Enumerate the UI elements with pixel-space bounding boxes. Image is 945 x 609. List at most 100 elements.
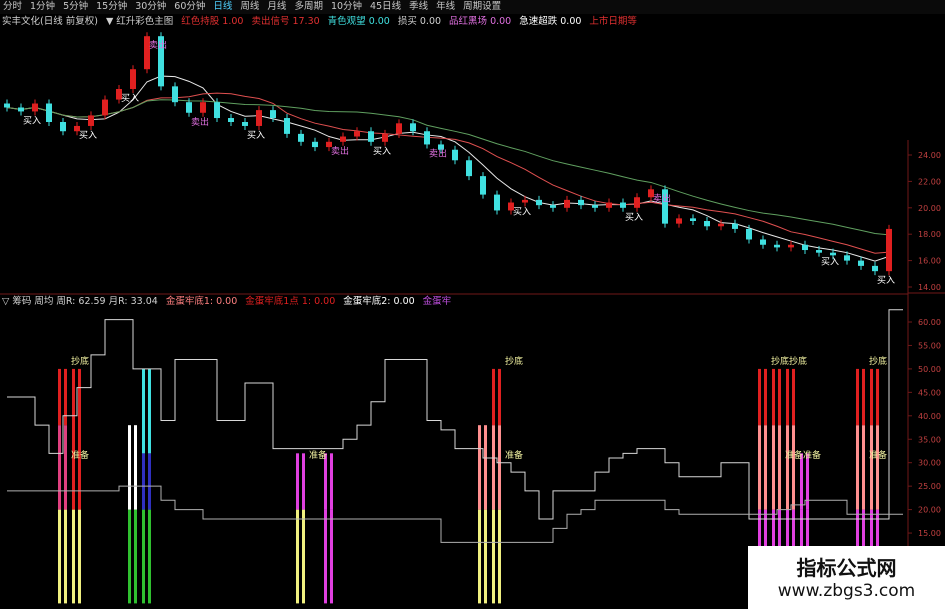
signal-label: 抄底: [505, 355, 523, 367]
candle: [172, 86, 178, 103]
main-indicator-info: 实丰文化(日线 前复权) ▼ 红升彩色主图 红色持股 1.00 卖出信号 17.30 青…: [2, 15, 637, 28]
indicator-value: 实丰文化(日线 前复权): [2, 16, 98, 27]
signal-bar: [862, 368, 865, 426]
candle: [214, 102, 220, 119]
period-tab[interactable]: 季线: [409, 1, 429, 12]
candle: [802, 244, 808, 251]
candle: [564, 199, 570, 208]
signal-bar: [72, 509, 75, 604]
candle: [116, 89, 122, 100]
indicator-value: 金蛋牢底1: 0.00: [165, 296, 238, 307]
candle: [816, 250, 822, 253]
period-tab[interactable]: 1分钟: [30, 1, 56, 12]
candle: [312, 141, 318, 148]
period-tab[interactable]: 多周期: [294, 1, 323, 12]
candle: [354, 131, 360, 137]
period-tab[interactable]: 周线: [240, 1, 260, 12]
candle: [480, 176, 486, 195]
signal-bar: [484, 425, 487, 510]
candle: [228, 118, 234, 122]
period-tab[interactable]: 15分钟: [96, 1, 128, 12]
y-tick-label: 30.00: [918, 459, 941, 468]
period-tab[interactable]: 30分钟: [135, 1, 167, 12]
signal-bar: [876, 425, 879, 510]
candle: [158, 36, 164, 87]
signal-label: 准备: [71, 449, 89, 461]
indicator-value: 品红黑场 0.00: [449, 16, 512, 27]
period-tab[interactable]: 周期设置: [463, 1, 502, 12]
period-tab[interactable]: 60分钟: [174, 1, 206, 12]
signal-bar: [786, 425, 789, 510]
signal-label: 买入: [513, 207, 531, 218]
signal-bar: [806, 453, 809, 510]
signal-label: 卖出: [429, 147, 447, 159]
signal-bar: [142, 509, 145, 604]
candle: [676, 218, 682, 224]
indicator-value: ▽ 筹码 周均 周R: 62.59 月R: 33.04: [2, 296, 158, 307]
signal-label: 买入: [373, 146, 391, 157]
moving-average-line: [6, 92, 890, 254]
signal-label: 买入: [247, 130, 265, 141]
signal-bar: [778, 425, 781, 510]
candle: [648, 189, 654, 198]
signal-bar: [58, 509, 61, 604]
moving-average-line: [6, 99, 890, 236]
candle: [186, 102, 192, 113]
period-tab[interactable]: 月线: [267, 1, 287, 12]
candle: [18, 107, 24, 112]
indicator-value: 金蛋牢底1点 1: 0.00: [245, 296, 336, 307]
indicator-value: 金蛋牢: [422, 296, 452, 307]
candle: [858, 260, 864, 266]
signal-label: 准备: [309, 449, 327, 461]
sub-indicator-info: ▽ 筹码 周均 周R: 62.59 月R: 33.04 金蛋牢底1: 0.00 金蛋…: [2, 295, 451, 308]
indicator-value: 上市日期等: [589, 16, 637, 27]
signal-bar: [324, 509, 327, 604]
candle: [452, 149, 458, 161]
candle: [844, 255, 850, 261]
signal-label: 准备: [869, 449, 887, 461]
y-tick-label: 22.00: [918, 177, 941, 186]
signal-label: 卖出: [149, 39, 167, 51]
period-tab[interactable]: 日线: [213, 1, 233, 12]
signal-label: 买入: [79, 130, 97, 141]
signal-bar: [64, 509, 67, 604]
watermark-logo: 指标公式网 www.zbgs3.com: [748, 546, 945, 609]
signal-bar: [478, 425, 481, 510]
y-tick-label: 24.00: [918, 151, 941, 160]
signal-bar: [792, 368, 795, 426]
signal-bar: [778, 368, 781, 426]
signal-label: 买入: [625, 212, 643, 223]
watermark-title: 指标公式网: [796, 556, 897, 580]
signal-label: 卖出: [191, 116, 209, 128]
y-tick-label: 50.00: [918, 365, 941, 374]
period-tab[interactable]: 分时: [3, 1, 23, 12]
period-tab[interactable]: 10分钟: [330, 1, 363, 12]
period-tab[interactable]: 年线: [436, 1, 456, 12]
candle: [200, 102, 206, 113]
y-tick-label: 16.00: [918, 257, 941, 266]
signal-bar: [772, 368, 775, 426]
signal-bar: [148, 509, 151, 604]
signal-bar: [296, 453, 299, 510]
indicator-value: 青色观望 0.00: [327, 16, 390, 27]
candle: [774, 244, 780, 248]
y-tick-label: 18.00: [918, 230, 941, 239]
candle: [368, 131, 374, 142]
signal-bar: [58, 425, 61, 510]
period-tab[interactable]: 5分钟: [63, 1, 89, 12]
candle: [74, 125, 80, 132]
candle: [830, 252, 836, 256]
candle: [424, 131, 430, 145]
candle: [60, 122, 66, 132]
signal-bar: [64, 425, 67, 510]
candle: [438, 144, 444, 150]
watermark-url: www.zbgs3.com: [777, 581, 916, 601]
signal-bar: [64, 368, 67, 426]
period-tab[interactable]: 45日线: [370, 1, 402, 12]
y-tick-label: 20.00: [918, 506, 941, 515]
candle: [256, 110, 262, 126]
signal-bar: [296, 509, 299, 604]
candle: [396, 123, 402, 134]
signal-label: 买入: [877, 275, 895, 286]
candle: [410, 123, 416, 132]
